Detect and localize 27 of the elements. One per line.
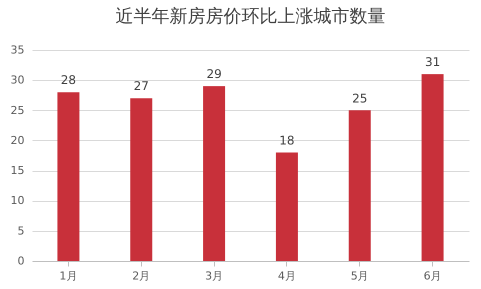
bar xyxy=(348,110,371,261)
x-tick-label: 4月 xyxy=(278,270,296,282)
data-label: 27 xyxy=(134,79,149,94)
y-tick-label: 10 xyxy=(10,194,24,208)
chart-title: 近半年新房房价环比上涨城市数量 xyxy=(116,6,386,27)
bar xyxy=(203,86,226,261)
y-tick-label: 35 xyxy=(10,44,24,56)
bar xyxy=(422,74,444,261)
bar xyxy=(130,98,152,261)
x-tick-label: 1月 xyxy=(59,270,78,282)
y-tick-label: 30 xyxy=(10,74,24,87)
data-label: 29 xyxy=(206,67,222,82)
y-tick-label: 5 xyxy=(18,224,24,238)
x-tick-label: 5月 xyxy=(350,270,369,282)
x-tick-label: 2月 xyxy=(132,270,150,282)
data-label: 31 xyxy=(424,55,440,70)
x-tick-label: 3月 xyxy=(205,270,224,282)
bar xyxy=(57,92,80,261)
bar xyxy=(276,152,298,261)
data-label: 18 xyxy=(279,133,295,148)
x-tick-label: 6月 xyxy=(424,270,442,282)
data-label: 25 xyxy=(352,91,368,106)
y-tick-label: 25 xyxy=(10,104,24,117)
y-tick-label: 15 xyxy=(10,164,24,178)
y-tick-label: 0 xyxy=(18,254,24,268)
data-label: 28 xyxy=(60,73,76,88)
y-tick-label: 20 xyxy=(10,134,24,147)
